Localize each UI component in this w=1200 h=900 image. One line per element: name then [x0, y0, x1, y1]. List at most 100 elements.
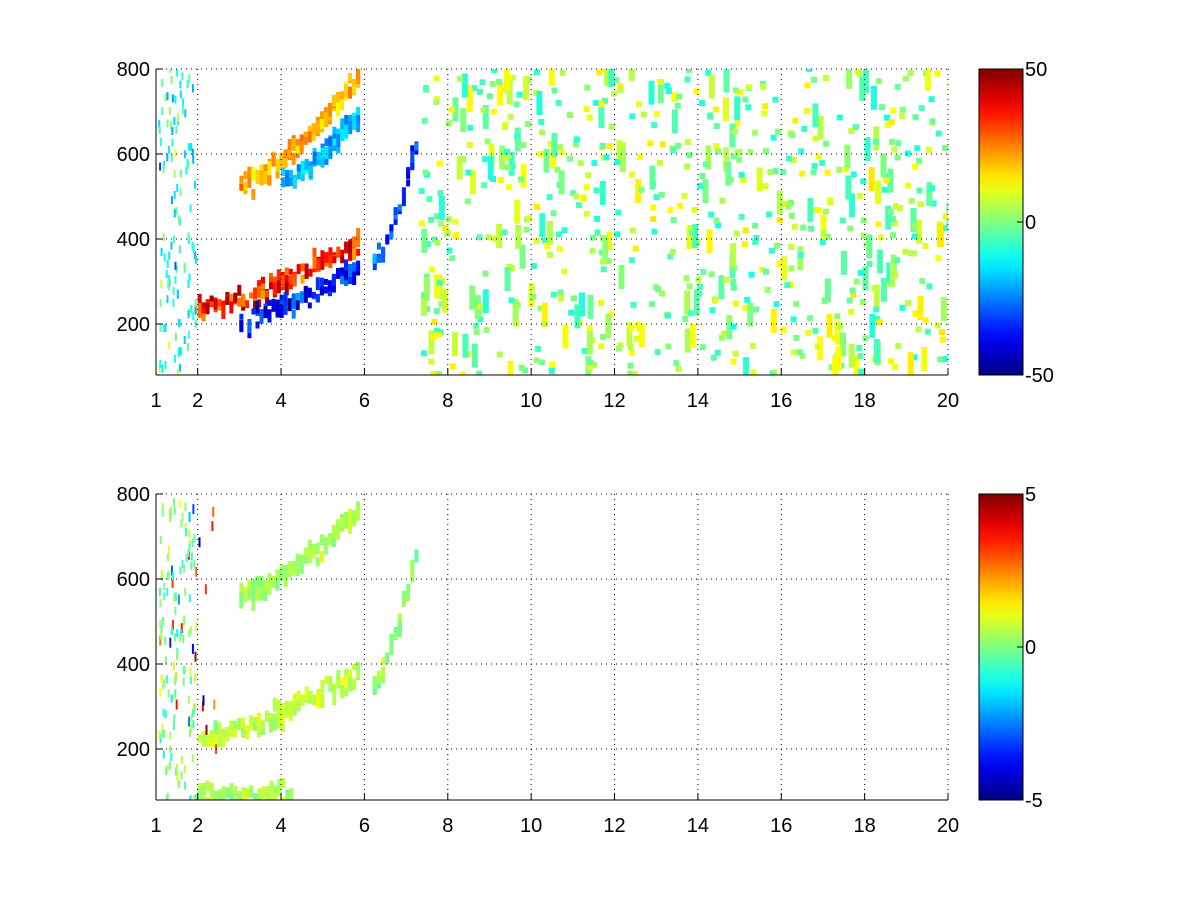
heatmap-cell — [732, 350, 739, 357]
heatmap-cell — [295, 138, 300, 146]
heatmap-cell — [469, 285, 476, 310]
heatmap-cell — [587, 365, 594, 371]
heatmap-cell — [617, 83, 624, 90]
heatmap-cell — [741, 241, 748, 248]
heatmap-cell — [356, 509, 361, 520]
heatmap-cell — [671, 109, 678, 134]
heatmap-cell — [356, 260, 361, 272]
heatmap-cell — [245, 787, 250, 799]
heatmap-cell — [389, 232, 394, 240]
heatmap-cell — [808, 225, 815, 232]
x-tick-label: 4 — [275, 390, 286, 412]
heatmap-cell — [243, 587, 248, 596]
heatmap-cell — [929, 185, 936, 192]
heatmap-cell — [559, 69, 566, 76]
heatmap-cell — [275, 572, 280, 580]
heatmap-cell — [201, 794, 206, 800]
heatmap-cell — [670, 147, 677, 154]
heatmap-cell — [925, 69, 931, 91]
heatmap-cell — [742, 96, 749, 103]
heatmap-cell — [320, 147, 325, 158]
heatmap-cell — [673, 360, 680, 367]
heatmap-cell — [939, 329, 946, 336]
heatmap-cell — [323, 286, 328, 294]
heatmap-cell — [431, 236, 438, 243]
heatmap-cell — [433, 75, 440, 82]
heatmap-cell — [348, 521, 352, 534]
heatmap-cell — [509, 265, 516, 271]
heatmap-cell — [189, 795, 192, 800]
colorbar-tick-label: -50 — [1025, 365, 1054, 387]
heatmap-cell — [165, 766, 168, 775]
heatmap-cell — [911, 250, 918, 257]
heatmap-cell — [929, 118, 936, 125]
heatmap-cell — [583, 106, 590, 113]
heatmap-cell — [323, 542, 328, 555]
heatmap-cell — [584, 84, 591, 91]
heatmap-cell — [887, 208, 894, 215]
heatmap-cell — [352, 236, 357, 251]
heatmap-cell — [692, 224, 699, 248]
heatmap-cell — [170, 153, 173, 162]
heatmap-cell — [161, 509, 164, 517]
heatmap-cell — [170, 506, 173, 515]
heatmap-cell — [473, 322, 479, 329]
colorbar-tick-label: -5 — [1025, 790, 1043, 812]
heatmap-cell — [911, 233, 918, 240]
heatmap-cell — [193, 534, 196, 543]
heatmap-cell — [884, 114, 890, 121]
heatmap-cell — [179, 80, 182, 89]
heatmap-cell — [190, 305, 193, 313]
heatmap-cell — [192, 720, 195, 729]
heatmap-cell — [561, 268, 568, 275]
heatmap-cell — [586, 330, 593, 355]
heatmap-cell — [281, 177, 286, 188]
heatmap-cell — [476, 370, 483, 375]
heatmap-cell — [926, 182, 933, 207]
heatmap-cell — [171, 94, 174, 103]
heatmap-cell — [915, 326, 922, 333]
heatmap-cell — [873, 306, 880, 313]
heatmap-cell — [247, 319, 252, 333]
heatmap-cell — [637, 154, 644, 161]
heatmap-cell — [551, 87, 558, 94]
heatmap-cell — [182, 98, 184, 107]
heatmap-cell — [697, 183, 704, 189]
heatmap-cell — [161, 617, 164, 625]
heatmap-cell — [190, 724, 193, 733]
heatmap-cell — [902, 248, 909, 255]
heatmap-cell — [726, 315, 733, 340]
heatmap-cell — [459, 371, 466, 375]
heatmap-cell — [516, 91, 523, 98]
heatmap-cell — [689, 323, 696, 348]
heatmap-cell — [506, 75, 513, 82]
heatmap-cell — [251, 166, 256, 181]
heatmap-cell — [682, 315, 689, 322]
x-tick-label: 10 — [520, 815, 542, 837]
heatmap-cell — [845, 175, 852, 200]
heatmap-cell — [421, 228, 428, 253]
x-tick-label: 20 — [937, 390, 959, 412]
heatmap-cell — [715, 222, 722, 229]
heatmap-cell — [800, 224, 807, 231]
x-tick-label: 18 — [854, 815, 876, 837]
heatmap-cell — [177, 117, 180, 126]
heatmap-cell — [275, 158, 280, 171]
heatmap-cell — [603, 154, 610, 161]
heatmap-cell — [315, 544, 320, 555]
heatmap-cell — [190, 714, 193, 723]
heatmap-cell — [430, 371, 437, 375]
heatmap-cell — [296, 264, 301, 275]
heatmap-cell — [894, 154, 901, 161]
heatmap-cell — [523, 76, 530, 101]
heatmap-cell — [221, 300, 226, 310]
heatmap-cell — [319, 289, 324, 296]
heatmap-cell — [261, 290, 265, 300]
heatmap-cell — [162, 708, 165, 717]
heatmap-cell — [699, 344, 706, 351]
heatmap-cell — [315, 557, 320, 567]
heatmap-cell — [183, 264, 186, 273]
heatmap-cell — [849, 287, 856, 294]
heatmap-cell — [483, 327, 490, 333]
heatmap-cell — [288, 701, 293, 710]
